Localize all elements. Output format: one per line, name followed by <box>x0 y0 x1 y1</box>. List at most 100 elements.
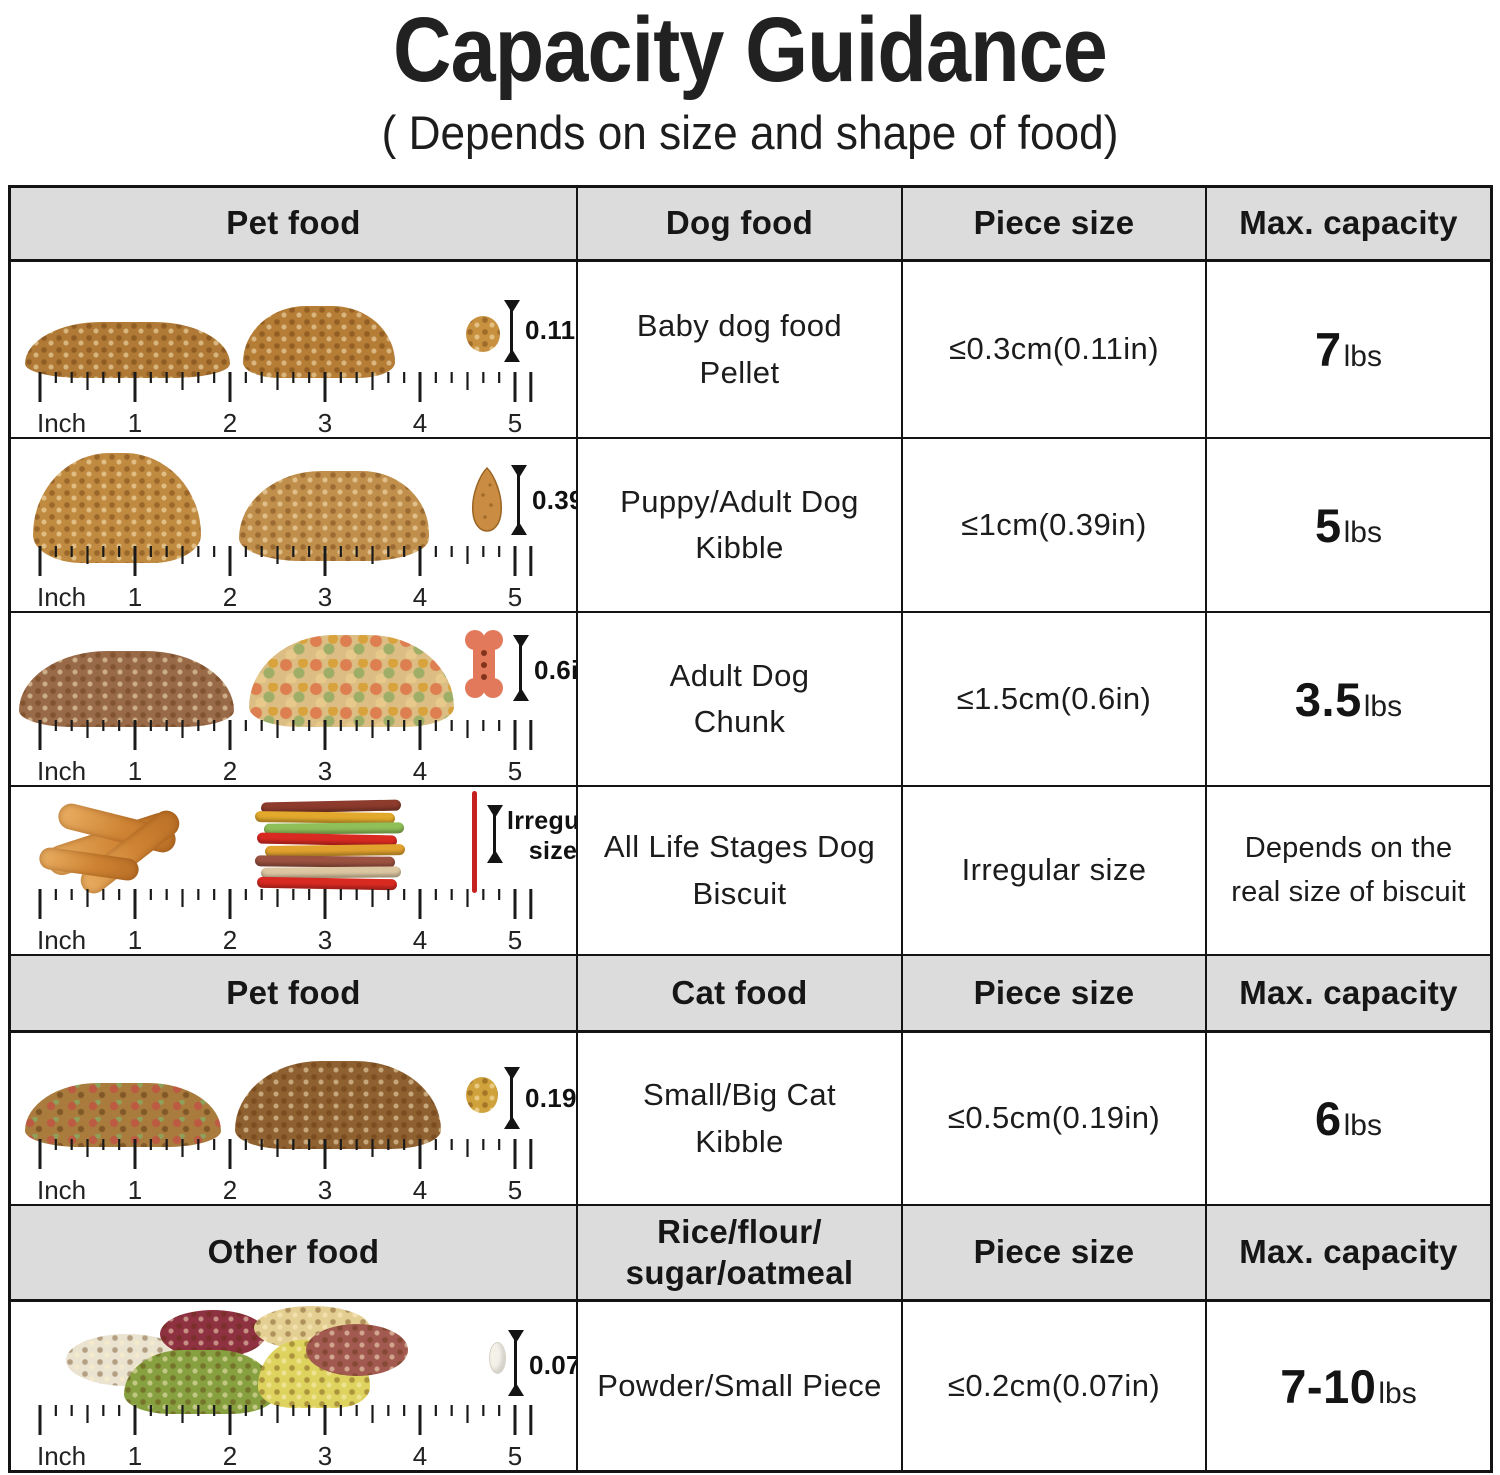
piece-size-cell: ≤0.3cm(0.11in) <box>903 262 1207 439</box>
ruler-unit-label: Inch <box>37 1441 87 1470</box>
capacity-value: 3.5 <box>1294 672 1362 726</box>
food-name-cell: Adult Dog Chunk <box>578 613 903 787</box>
capacity-value: 5 <box>1315 498 1342 552</box>
food-pile <box>33 453 201 563</box>
piece-size-value: ≤0.2cm(0.07in) <box>947 1367 1161 1403</box>
ruler-mark: 2 <box>222 756 238 786</box>
ruler-unit-label: Inch <box>37 408 87 438</box>
header-other-food: Other food <box>11 1206 578 1302</box>
header-pet-food: Pet food <box>11 188 578 262</box>
header-dog-food: Dog food <box>578 188 903 262</box>
ruler-mark: 5 <box>507 925 523 955</box>
piece-size-value: ≤0.5cm(0.19in) <box>947 1100 1161 1136</box>
ruler-mark: 5 <box>507 1441 523 1470</box>
ruler-mark: 3 <box>317 756 333 786</box>
food-name-cell: Baby dog food Pellet <box>578 262 903 439</box>
speckled-beans <box>306 1324 408 1376</box>
ruler-mark: 5 <box>507 756 523 786</box>
ruler-mark: 3 <box>317 582 333 612</box>
ruler-mark: 3 <box>317 408 333 438</box>
header-rice-flour: Rice/flour/ sugar/oatmeal <box>578 1206 903 1302</box>
measure-arrow <box>503 1067 520 1129</box>
ruler-unit-label: Inch <box>37 925 87 955</box>
single-kibble-cone <box>471 466 503 532</box>
food-pile <box>235 1061 441 1149</box>
ruler-mark: 4 <box>412 582 428 612</box>
measure-label: 0.6in <box>534 655 578 685</box>
capacity-cell: 5 lbs <box>1207 439 1490 613</box>
food-name-cell: Puppy/Adult Dog Kibble <box>578 439 903 613</box>
food-name-line: Powder/Small Piece <box>597 1367 882 1403</box>
capacity-unit: lbs <box>1343 1109 1382 1142</box>
capacity-unit: lbs <box>1343 515 1382 549</box>
food-name-line: Chunk <box>693 704 786 739</box>
food-pile <box>25 1083 221 1147</box>
measure-label-line: size <box>528 836 578 865</box>
food-pile <box>19 651 234 727</box>
capacity-value: 6 <box>1315 1092 1342 1145</box>
food-name-line: Pellet <box>699 354 780 390</box>
ruler-mark: 3 <box>317 1175 333 1205</box>
piece-size-value: ≤0.3cm(0.11in) <box>949 331 1159 367</box>
capacity-text-line: real size of biscuit <box>1231 875 1466 908</box>
measure-label: lrregular size <box>507 807 578 866</box>
food-name-cell: Small/Big Cat Kibble <box>578 1033 903 1206</box>
food-name-line: Kibble <box>695 1123 784 1159</box>
food-name-line: Adult Dog <box>669 657 810 693</box>
ruler-mark: 1 <box>127 1441 143 1470</box>
food-illustration-cell: 0.6in Inch 1 2 3 4 5 <box>11 613 578 787</box>
ruler-unit-label: Inch <box>37 582 87 612</box>
ruler-mark: 4 <box>412 1441 428 1470</box>
header-pet-food: Pet food <box>11 956 578 1033</box>
measure-label-line: lrregular <box>507 807 578 835</box>
food-name-line: Puppy/Adult Dog <box>620 483 859 519</box>
food-name-cell: All Life Stages Dog Biscuit <box>578 787 903 956</box>
piece-size-value: ≤1cm(0.39in) <box>961 506 1147 542</box>
inch-ruler: Inch 1 2 3 4 5 <box>37 888 545 954</box>
food-illustration-cell: 0.07in Inch 1 2 3 4 5 <box>11 1302 578 1470</box>
capacity-cell: 7 lbs <box>1207 262 1490 439</box>
measure-arrow <box>510 465 527 535</box>
measure-label: 0.11in <box>525 315 576 345</box>
piece-size-value: Irregular size <box>961 852 1147 888</box>
page-title: Capacity Guidance <box>393 0 1108 101</box>
measure-arrow <box>512 635 529 701</box>
single-biscuit-stick <box>472 791 477 893</box>
piece-size-cell: ≤0.2cm(0.07in) <box>903 1302 1207 1470</box>
food-name-line: Biscuit <box>692 875 787 911</box>
capacity-unit: lbs <box>1363 689 1403 723</box>
food-pile <box>239 471 429 561</box>
food-illustration-cell: 0.39in Inch 1 2 3 4 5 <box>11 439 578 613</box>
single-bone-biscuit <box>465 630 503 698</box>
inch-ruler: Inch 1 2 3 4 5 <box>37 545 545 611</box>
chicken-strips <box>37 793 195 901</box>
food-illustration-cell: 0.11in Inch 1 2 3 4 5 <box>11 262 578 439</box>
ruler-unit-label: Inch <box>37 1175 87 1205</box>
ruler-mark: 3 <box>317 925 333 955</box>
capacity-cell: Depends on the real size of biscuit <box>1207 787 1490 956</box>
header-line: sugar/oatmeal <box>625 1253 854 1291</box>
piece-size-cell: Irregular size <box>903 787 1207 956</box>
measure-arrow <box>507 1330 524 1396</box>
food-name-line: Kibble <box>695 530 784 565</box>
page-subtitle: ( Depends on size and shape of food) <box>381 105 1119 159</box>
ruler-mark: 2 <box>222 925 238 955</box>
chickpeas <box>254 1306 370 1350</box>
capacity-cell: 6 lbs <box>1207 1033 1490 1206</box>
ruler-unit-label: Inch <box>37 756 87 786</box>
ruler-mark: 4 <box>412 925 428 955</box>
food-pile <box>249 635 454 727</box>
mung-beans <box>124 1350 276 1414</box>
single-pellet <box>466 316 500 352</box>
header-piece-size: Piece size <box>903 188 1207 262</box>
header-max-capacity: Max. capacity <box>1207 188 1490 262</box>
measure-arrow <box>486 805 503 863</box>
ruler-mark: 1 <box>127 925 143 955</box>
ruler-mark: 4 <box>412 1175 428 1205</box>
inch-ruler: Inch 1 2 3 4 5 <box>37 1404 545 1470</box>
ruler-mark: 2 <box>222 1441 238 1470</box>
food-name-line: All Life Stages Dog <box>603 829 876 864</box>
measure-label: 0.07in <box>529 1350 576 1380</box>
ruler-mark: 3 <box>317 1441 333 1470</box>
food-illustration-cell: lrregular size Inch 1 2 3 4 5 <box>11 787 578 956</box>
